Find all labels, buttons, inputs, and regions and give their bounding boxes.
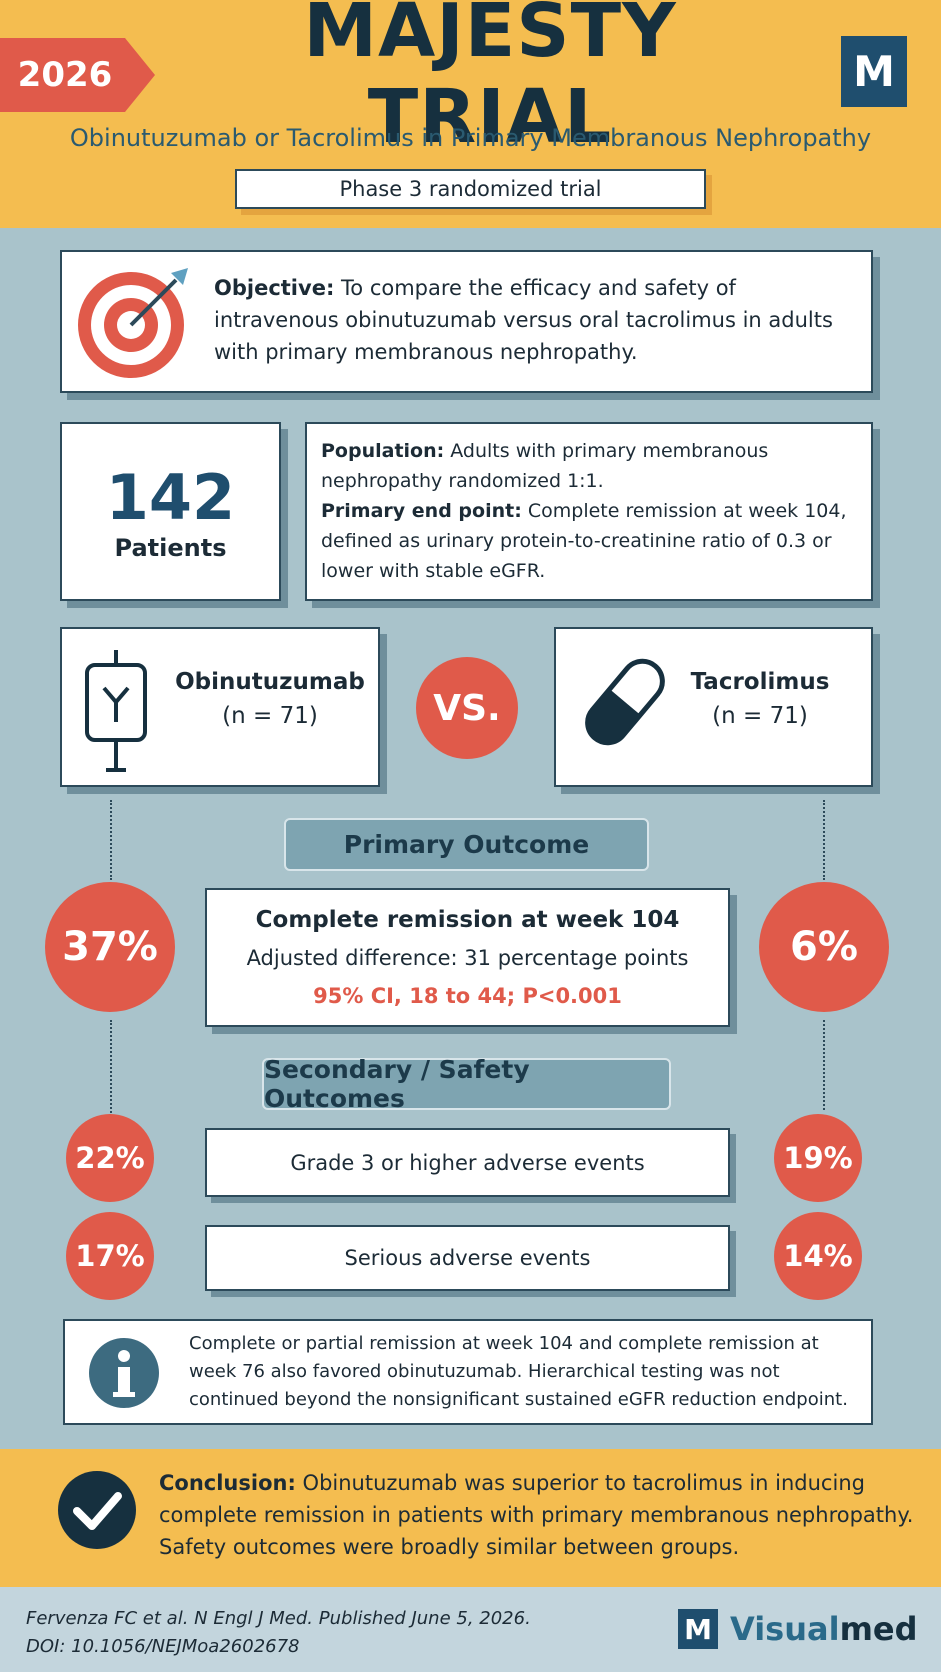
title: MAJESTY TRIAL: [303, 0, 677, 160]
secondary-left: 22%: [66, 1114, 154, 1202]
brand: Visualmed: [730, 1610, 918, 1648]
objective: Objective: To compare the efficacy and s…: [214, 272, 854, 368]
arm-n: (n = 71): [712, 703, 808, 729]
arm: Tacrolimus (n = 71): [660, 665, 860, 733]
vs: VS.: [416, 657, 518, 759]
logo: M: [841, 36, 907, 107]
primary-ci: 95% CI, 18 to 44; P<0.001: [313, 983, 622, 1008]
objective-label: Objective:: [214, 276, 335, 300]
primary-heading: Primary Outcome: [284, 818, 649, 871]
population-box: Population: Adults with primary membrano…: [305, 422, 873, 601]
endpoint: Primary end point: Complete remission at…: [321, 496, 857, 586]
primary-left: 37%: [45, 882, 175, 1012]
conclusion-label: Conclusion:: [159, 1471, 296, 1495]
conclusion-text: Obinutuzumab was superior to tacrolimus …: [159, 1471, 914, 1559]
endpoint-label: Primary end point:: [321, 500, 522, 522]
secondary-right: 19%: [774, 1114, 862, 1202]
target-icon: [78, 268, 188, 378]
arm-n: (n = 71): [222, 703, 318, 729]
population-text: Adults with primary membranous nephropat…: [321, 440, 769, 492]
citation-block: Fervenza FC et al. N Engl J Med. Publish…: [26, 1605, 531, 1661]
brand-logo: M: [678, 1609, 718, 1649]
primary-right: 6%: [759, 882, 889, 1012]
conclusion-band: [0, 1449, 941, 1587]
objective-box: [60, 250, 873, 393]
conclusion: Conclusion: Obinutuzumab was superior to…: [159, 1467, 919, 1563]
primary-difference: Adjusted difference: 31 percentage point…: [246, 945, 689, 970]
secondary-row: Grade 3 or higher adverse events: [205, 1128, 730, 1197]
check-icon: [58, 1471, 136, 1549]
note-box: [63, 1319, 873, 1425]
brand-a: Visual: [730, 1610, 840, 1648]
subtitle: Obinutuzumab or Tacrolimus in Primary Me…: [69, 124, 872, 152]
patients-count: 142: [105, 461, 236, 534]
connector: [823, 1020, 825, 1110]
arm: Obinutuzumab (n = 71): [170, 665, 370, 733]
iv-icon: [85, 650, 147, 772]
year: 2026: [17, 55, 113, 95]
population: Population: Adults with primary membrano…: [321, 436, 857, 496]
info-icon: [89, 1338, 159, 1408]
arm-box: [60, 627, 380, 787]
primary-box: Complete remission at week 104 Adjusted …: [205, 888, 730, 1027]
connector: [110, 1020, 112, 1120]
footer: [0, 1587, 941, 1672]
doi: DOI: 10.1056/NEJMoa2602678: [26, 1636, 300, 1657]
patients-label: Patients: [114, 534, 227, 562]
primary-title: Complete remission at week 104: [255, 906, 680, 933]
arm-name: Tacrolimus: [690, 669, 830, 695]
year-badge: [0, 38, 155, 112]
population-label: Population:: [321, 440, 445, 462]
secondary-right: 14%: [774, 1212, 862, 1300]
pill-icon: [585, 658, 665, 746]
brand-b: med: [839, 1610, 918, 1648]
note: Complete or partial remission at week 10…: [189, 1333, 848, 1410]
connector: [823, 800, 825, 880]
objective-text: To compare the efficacy and safety of in…: [214, 276, 833, 364]
design: Phase 3 randomized trial: [235, 169, 706, 209]
secondary-heading: Secondary / Safety Outcomes: [262, 1055, 671, 1113]
secondary-left: 17%: [66, 1212, 154, 1300]
endpoint-text: Complete remission at week 104, defined …: [321, 500, 847, 582]
connector: [110, 800, 112, 880]
patients-box: 142 Patients: [60, 422, 281, 601]
secondary-row: Serious adverse events: [205, 1225, 730, 1291]
arm-name: Obinutuzumab: [175, 669, 365, 695]
citation: Fervenza FC et al. N Engl J Med. Publish…: [26, 1608, 531, 1629]
